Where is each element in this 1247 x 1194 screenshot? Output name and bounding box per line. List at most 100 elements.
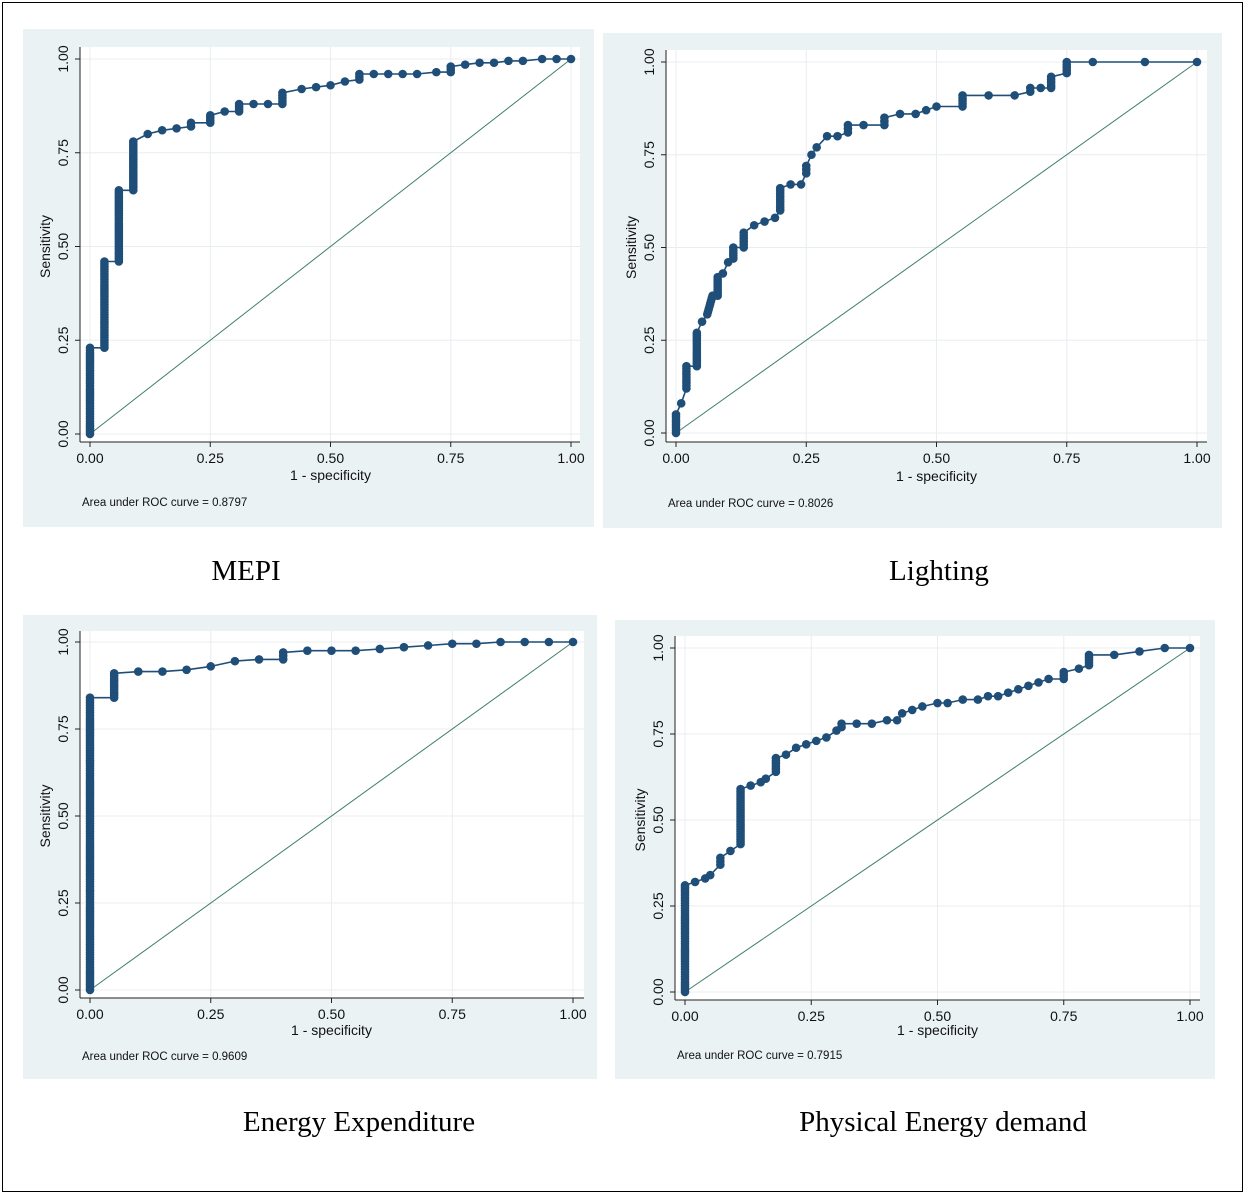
x-tick-label: 0.00 xyxy=(671,1008,698,1024)
y-tick-label: 0.00 xyxy=(55,976,71,1003)
roc-point xyxy=(205,113,215,123)
roc-point xyxy=(1059,671,1069,680)
roc-point xyxy=(375,644,385,654)
roc-point xyxy=(1010,91,1019,100)
roc-point xyxy=(796,180,806,189)
roc-point xyxy=(1046,75,1056,84)
roc-point xyxy=(671,412,681,422)
roc-point xyxy=(775,186,785,196)
roc-point xyxy=(537,54,547,64)
roc-point xyxy=(100,259,109,269)
roc-chart-energy-expenditure: 0.00 0.25 0.50 0.75 1.00 0.00 0.25 0.50 0.75 1.00… xyxy=(37,628,587,1063)
roc-point xyxy=(837,719,846,728)
roc-point xyxy=(892,715,902,725)
roc-point xyxy=(958,93,967,103)
roc-point xyxy=(682,364,691,374)
roc-point xyxy=(801,165,811,174)
roc-point xyxy=(1088,57,1098,67)
roc-point xyxy=(544,637,554,647)
y-axis-title: Sensitivity xyxy=(632,788,648,851)
y-tick-label: 0.00 xyxy=(55,420,71,447)
roc-point xyxy=(447,639,457,649)
x-axis-title: 1 - specificity xyxy=(291,1022,372,1038)
roc-point xyxy=(278,91,287,100)
roc-point xyxy=(746,781,755,790)
roc-point xyxy=(432,67,441,77)
roc-point xyxy=(263,99,273,109)
roc-markers-lighting xyxy=(671,57,1202,438)
x-tick-label: 0.75 xyxy=(439,1006,466,1022)
roc-point xyxy=(1185,643,1195,653)
y-tick-label: 0.50 xyxy=(641,234,657,261)
roc-point xyxy=(475,58,484,68)
auc-note: Area under ROC curve = 0.8797 xyxy=(82,497,247,509)
roc-point xyxy=(1192,57,1202,67)
roc-chart-physical-energy-demand: 0.00 0.25 0.50 0.75 1.00 0.00 0.25 0.50 0.75 1.00… xyxy=(632,634,1204,1062)
y-tick-label: 0.25 xyxy=(650,892,666,919)
roc-point xyxy=(852,719,861,728)
roc-point xyxy=(1074,664,1084,673)
roc-point xyxy=(867,719,877,728)
roc-point xyxy=(1135,647,1144,656)
roc-point xyxy=(114,188,124,198)
y-tick-label: 0.00 xyxy=(641,419,657,446)
roc-point xyxy=(398,69,407,79)
roc-point xyxy=(984,91,993,100)
roc-point xyxy=(676,399,686,408)
x-tick-label: 0.50 xyxy=(318,1006,345,1022)
roc-point xyxy=(1025,83,1035,93)
reference-diagonal xyxy=(89,58,572,435)
roc-point xyxy=(1044,674,1053,684)
roc-chart-mepi: 0.00 0.25 0.50 0.75 1.00 0.00 0.25 0.50 0.75 1.00… xyxy=(37,45,585,509)
roc-point xyxy=(303,646,312,655)
roc-point xyxy=(1036,83,1045,93)
roc-point xyxy=(690,877,700,887)
roc-point xyxy=(254,655,264,664)
reference-diagonal xyxy=(675,61,1198,434)
roc-panel-physical-energy-demand: 0.00 0.25 0.50 0.75 1.00 0.00 0.25 0.50 0.75 1.00… xyxy=(615,620,1215,1079)
roc-point xyxy=(791,743,801,753)
roc-point xyxy=(520,637,529,647)
x-axis-title: 1 - specificity xyxy=(896,468,977,484)
roc-point xyxy=(983,691,993,701)
roc-point xyxy=(932,102,941,111)
roc-point xyxy=(460,60,470,69)
roc-point xyxy=(399,642,409,652)
roc-point xyxy=(736,787,745,796)
roc-point xyxy=(278,651,288,661)
roc-point xyxy=(822,733,831,742)
roc-point xyxy=(680,883,690,893)
x-tick-label: 0.25 xyxy=(793,450,820,466)
caption-lighting: Lighting xyxy=(889,555,989,587)
y-tick-label: 0.50 xyxy=(55,802,71,829)
auc-note: Area under ROC curve = 0.8026 xyxy=(668,498,833,510)
roc-point xyxy=(749,220,759,230)
roc-point xyxy=(921,105,931,115)
roc-point xyxy=(882,715,892,725)
x-tick-label: 1.00 xyxy=(1183,450,1210,466)
roc-point xyxy=(446,65,456,74)
roc-point xyxy=(311,82,321,92)
roc-point xyxy=(1034,678,1043,687)
roc-point xyxy=(85,345,95,355)
roc-point xyxy=(911,109,920,119)
roc-point xyxy=(472,639,481,649)
y-tick-label: 0.25 xyxy=(55,326,71,353)
y-tick-label: 0.75 xyxy=(55,139,71,166)
roc-markers-physical-energy-demand xyxy=(680,643,1195,997)
roc-point xyxy=(692,331,702,340)
roc-point xyxy=(220,107,229,116)
caption-energy-expenditure: Energy Expenditure xyxy=(242,1106,476,1138)
roc-point xyxy=(833,131,842,141)
roc-point xyxy=(771,756,781,766)
roc-point xyxy=(729,245,738,255)
roc-point xyxy=(973,695,983,704)
x-tick-label: 0.00 xyxy=(662,450,689,466)
roc-point xyxy=(943,698,952,708)
roc-point xyxy=(1062,60,1072,70)
roc-point xyxy=(297,84,306,94)
roc-point xyxy=(880,117,889,126)
roc-point xyxy=(812,736,821,746)
roc-point xyxy=(770,213,780,223)
